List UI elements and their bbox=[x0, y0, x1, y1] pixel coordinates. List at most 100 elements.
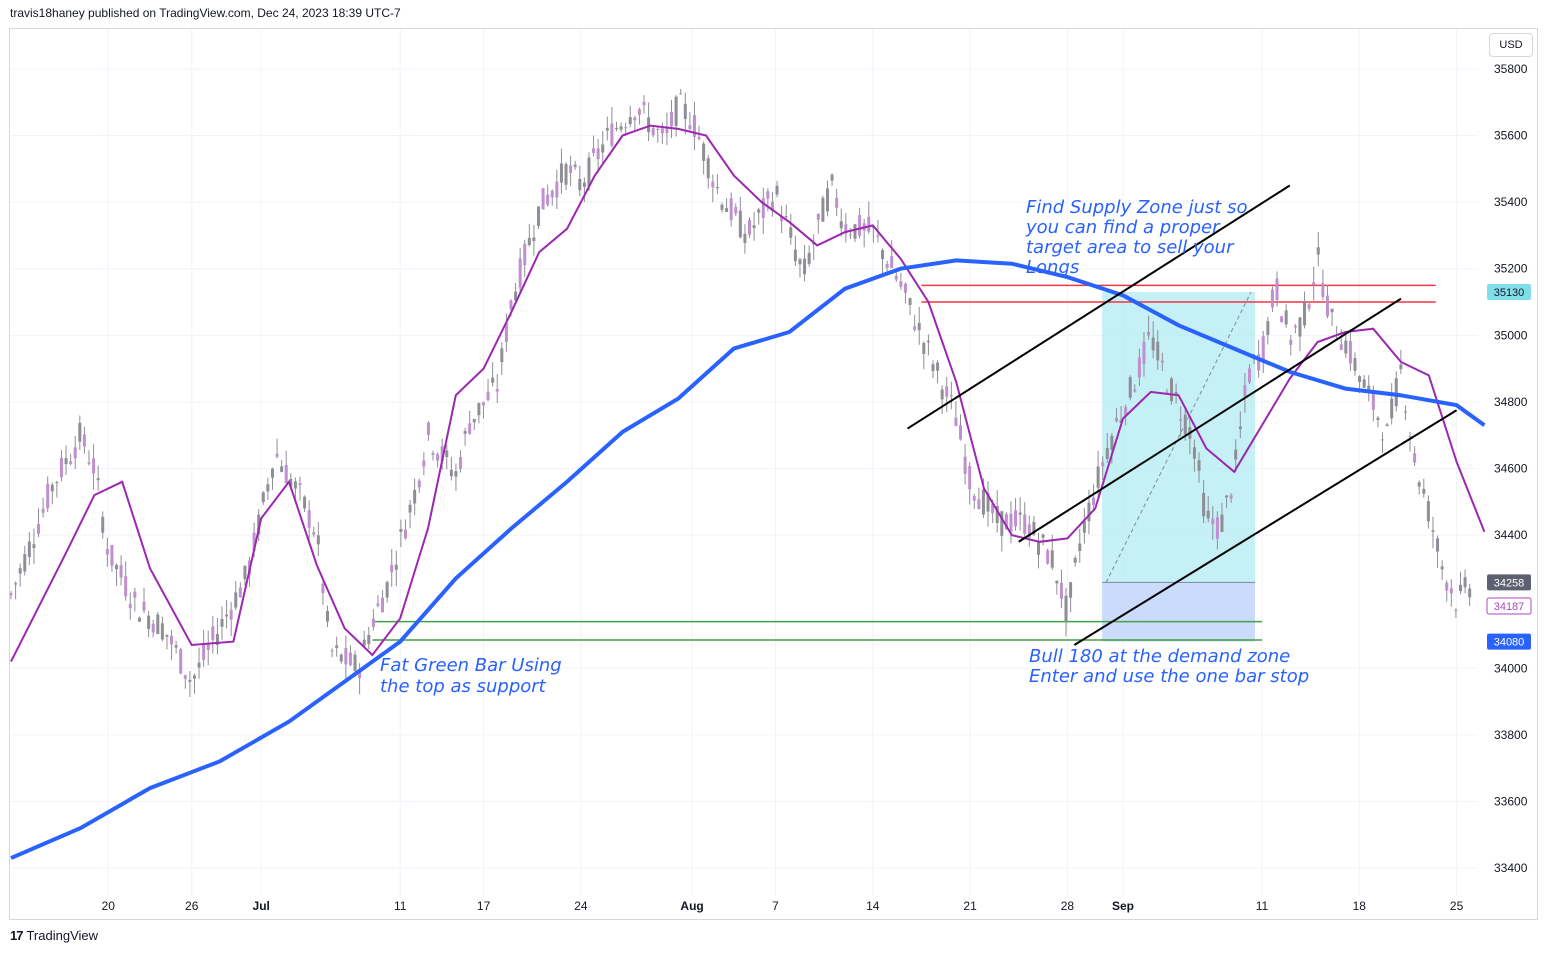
price-tick-label: 33600 bbox=[1494, 794, 1528, 808]
time-tick-label: 28 bbox=[1061, 899, 1075, 913]
candle-body bbox=[1371, 391, 1375, 410]
candle-body bbox=[761, 198, 765, 218]
candle-body bbox=[793, 249, 797, 262]
candle-body bbox=[738, 210, 742, 238]
candle-body bbox=[1376, 417, 1380, 420]
candle-body bbox=[670, 111, 674, 127]
candle-body bbox=[413, 489, 417, 504]
candle-body bbox=[330, 650, 334, 652]
candle-body bbox=[936, 362, 940, 371]
candle-body bbox=[27, 541, 31, 557]
candle-body bbox=[1179, 419, 1183, 421]
candle-body bbox=[353, 654, 357, 671]
candle-body bbox=[917, 322, 921, 331]
candle-body bbox=[514, 291, 518, 301]
price-tag-box bbox=[1487, 284, 1531, 301]
candle-body bbox=[82, 434, 86, 447]
candle-body bbox=[408, 504, 412, 513]
supply-annotation-line-4: Longs bbox=[1026, 257, 1079, 278]
candle-body bbox=[1202, 493, 1206, 517]
candle-body bbox=[449, 469, 453, 477]
candle-body bbox=[344, 648, 348, 665]
candle-body bbox=[706, 158, 710, 179]
candle-body bbox=[165, 634, 169, 637]
candle-body bbox=[211, 626, 215, 640]
candle-body bbox=[431, 453, 435, 455]
candle-body bbox=[128, 604, 132, 609]
candle-body bbox=[825, 188, 829, 212]
price-tick-label: 34800 bbox=[1494, 395, 1528, 409]
candle-body bbox=[949, 395, 953, 397]
candle-body bbox=[1018, 512, 1022, 515]
candle-body bbox=[1312, 282, 1316, 285]
position-zones bbox=[1102, 291, 1256, 642]
price-tags: 35130 34258 34187 34080 bbox=[1486, 284, 1532, 650]
candle-body bbox=[1055, 580, 1059, 584]
candle-body bbox=[715, 186, 719, 189]
supply-annotation-line-3: target area to sell your bbox=[1026, 237, 1235, 258]
candle-body bbox=[1303, 301, 1307, 326]
currency-button[interactable]: USD bbox=[1489, 33, 1533, 57]
candle-body bbox=[1463, 577, 1467, 588]
candle-body bbox=[922, 343, 926, 354]
candle-body bbox=[816, 213, 820, 220]
candle-body bbox=[59, 457, 63, 478]
candle-body bbox=[665, 127, 669, 133]
candle-body bbox=[307, 510, 311, 528]
candle-body bbox=[1330, 308, 1334, 313]
brand-name: TradingView bbox=[26, 928, 99, 943]
price-tick-label: 33800 bbox=[1494, 728, 1528, 742]
candle-body bbox=[821, 197, 825, 222]
candle-body bbox=[1257, 354, 1261, 371]
candle-body bbox=[972, 496, 976, 501]
candle-body bbox=[1229, 495, 1233, 499]
candle-body bbox=[486, 391, 490, 400]
price-tag: 34187 bbox=[1486, 597, 1532, 615]
candle-body bbox=[220, 618, 224, 627]
candle-body bbox=[1009, 513, 1013, 532]
candle-body bbox=[725, 208, 729, 212]
publisher-caption: travis18haney published on TradingView.c… bbox=[10, 6, 401, 20]
candle-body bbox=[1266, 321, 1270, 335]
demand-annotation-line-2: Enter and use the one bar stop bbox=[1029, 666, 1309, 687]
candle-body bbox=[1036, 542, 1040, 555]
candle-body bbox=[358, 668, 362, 679]
candle-body bbox=[37, 524, 41, 534]
candle-body bbox=[1284, 310, 1288, 325]
candle-body bbox=[1358, 376, 1362, 383]
candle-body bbox=[192, 675, 196, 679]
candle-body bbox=[959, 425, 963, 440]
time-tick-label: 11 bbox=[394, 899, 407, 913]
candle-body bbox=[399, 528, 403, 532]
demand-annotation-line-1: Bull 180 at the demand zone bbox=[1029, 646, 1290, 667]
price-tag-value: 34080 bbox=[1494, 637, 1525, 649]
candle-body bbox=[417, 480, 421, 488]
candle-body bbox=[656, 128, 660, 130]
time-tick-label: Sep bbox=[1112, 899, 1134, 913]
channel-line bbox=[1018, 297, 1402, 543]
candle-body bbox=[92, 458, 96, 474]
candle-body bbox=[362, 639, 366, 646]
candle-body bbox=[890, 256, 894, 268]
candle-body bbox=[174, 645, 178, 648]
candle-body bbox=[105, 549, 109, 555]
candle-body bbox=[633, 117, 637, 121]
candle-body bbox=[1385, 424, 1389, 427]
candle-body bbox=[261, 492, 265, 503]
candle-body bbox=[729, 198, 733, 220]
candle-body bbox=[426, 422, 430, 435]
candle-body bbox=[500, 348, 504, 363]
candle-body bbox=[188, 679, 192, 682]
candle-body bbox=[1436, 538, 1440, 552]
candle-body bbox=[807, 252, 811, 264]
candle-body bbox=[257, 514, 261, 535]
candle-body bbox=[495, 389, 499, 392]
candle-body bbox=[702, 143, 706, 161]
candle-body bbox=[1394, 378, 1398, 407]
time-axis: 20 26 Jul 11 17 24 Aug 7 14 21 28 Sep 11 18 25 bbox=[102, 899, 1464, 913]
candle-body bbox=[1321, 283, 1325, 297]
candle-body bbox=[376, 603, 380, 606]
candle-body bbox=[1445, 582, 1449, 591]
candle-body bbox=[614, 128, 618, 130]
